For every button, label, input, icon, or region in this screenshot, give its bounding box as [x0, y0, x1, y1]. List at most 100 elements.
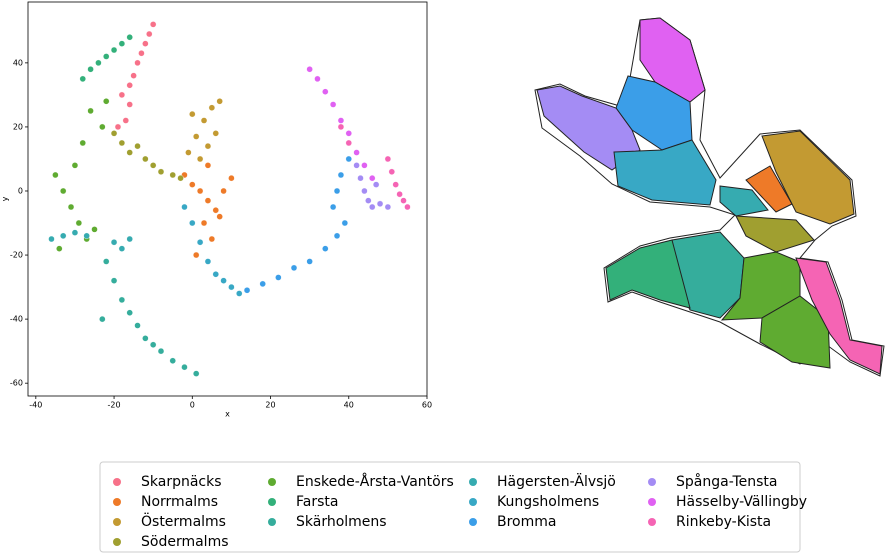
scatter-point [193, 133, 200, 140]
scatter-point [185, 149, 192, 156]
scatter-point [216, 98, 223, 105]
scatter-point [404, 203, 411, 211]
map-region [639, 17, 706, 103]
scatter-point [48, 235, 55, 243]
y-tick-label: -20 [10, 251, 23, 260]
x-tick-label: 40 [344, 401, 354, 410]
map-region [759, 295, 831, 369]
scatter-point [204, 162, 212, 169]
scatter-point [204, 197, 212, 204]
scatter-point [103, 258, 110, 265]
scatter-point [204, 258, 212, 265]
scatter-point [392, 181, 399, 188]
scatter-plot: -40 -20 0 20 40 60 -60 -40 -20 0 20 40 x y [1, 1, 432, 419]
scatter-point [369, 174, 376, 182]
scatter-point [236, 290, 243, 297]
scatter-point [99, 123, 106, 131]
scatter-point [149, 21, 157, 28]
legend-label: Hägersten-Älvsjö [497, 472, 616, 490]
map-region [613, 139, 717, 206]
legend-marker [648, 478, 656, 486]
scatter-point [87, 66, 94, 73]
scatter-point [157, 347, 165, 355]
scatter-point [126, 309, 133, 316]
scatter-point [333, 232, 341, 240]
scatter-point [365, 197, 372, 204]
scatter-point [60, 232, 67, 240]
scatter-point [126, 149, 133, 156]
x-axis-label: x [225, 410, 230, 419]
map-region [761, 130, 855, 225]
scatter-point [329, 101, 337, 108]
map-region [605, 239, 691, 309]
scatter-point [142, 155, 149, 163]
scatter-point [353, 149, 360, 156]
legend-marker [113, 498, 121, 506]
scatter-point [333, 187, 341, 195]
scatter-point [341, 219, 349, 227]
scatter-point [322, 245, 329, 252]
plot-frame [27, 1, 428, 397]
scatter-point [189, 219, 196, 227]
map-region [735, 215, 815, 253]
scatter-point [376, 200, 384, 208]
scatter-point [122, 117, 129, 124]
scatter-point [212, 271, 219, 278]
scatter-point [220, 187, 227, 195]
scatter-point [169, 357, 176, 364]
legend: Skarpnäcks Norrmalms Östermalms Södermalms E… [113, 472, 807, 550]
map-region [795, 257, 883, 375]
scatter-point [200, 117, 208, 124]
scatter-point [322, 88, 329, 95]
scatter-point [290, 264, 298, 272]
map-region [536, 85, 641, 171]
scatter-point [259, 280, 266, 288]
scatter-point [314, 75, 321, 83]
district-map [534, 17, 885, 377]
scatter-point [114, 123, 122, 131]
scatter-point [67, 203, 75, 211]
legend-marker [648, 498, 656, 506]
scatter-point [384, 203, 392, 211]
legend-label: Spånga-Tensta [676, 473, 777, 490]
scatter-point [71, 162, 79, 169]
legend-marker [469, 518, 477, 526]
scatter-point [361, 162, 368, 169]
scatter-point [208, 104, 216, 111]
scatter-point [149, 162, 157, 169]
scatter-point [357, 174, 364, 182]
scatter-point [329, 203, 337, 211]
scatter-point [126, 34, 133, 41]
y-axis-label: y [1, 196, 10, 201]
scatter-point [345, 155, 352, 163]
map-region [719, 185, 769, 217]
scatter-point [345, 139, 352, 147]
scatter-point [79, 139, 86, 147]
scatter-point [157, 168, 165, 175]
scatter-point [130, 72, 137, 79]
scatter-point [149, 341, 157, 348]
scatter-point [400, 197, 407, 204]
scatter-point [83, 232, 90, 240]
scatter-point [110, 239, 118, 246]
scatter-point [142, 40, 149, 47]
scatter-point [243, 287, 251, 294]
scatter-point [200, 219, 208, 227]
legend-label: Bromma [497, 514, 556, 530]
scatter-point [337, 117, 345, 124]
scatter-point [196, 155, 204, 163]
x-tick-label: -20 [108, 401, 121, 410]
scatter-point [177, 174, 184, 182]
legend-marker [113, 478, 121, 486]
scatter-point [361, 187, 368, 195]
legend-label: Kungsholmens [497, 494, 599, 510]
scatter-point [91, 226, 98, 233]
scatter-point [228, 283, 235, 291]
scatter-point [118, 245, 126, 252]
scatter-point [71, 229, 79, 236]
scatter-point [181, 363, 188, 371]
scatter-point [126, 82, 133, 89]
scatter-point [134, 322, 141, 329]
scatter-point [220, 277, 227, 284]
